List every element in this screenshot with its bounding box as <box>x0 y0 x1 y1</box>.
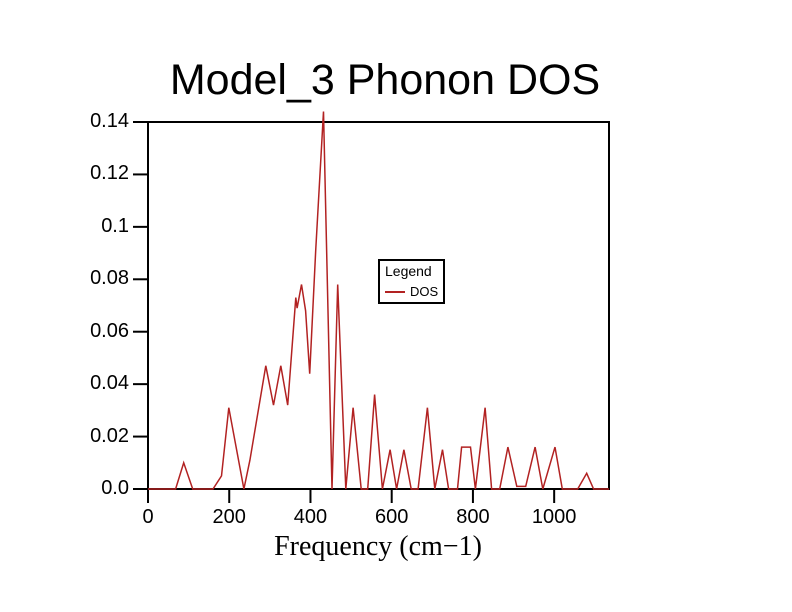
chart-title: Model_3 Phonon DOS <box>169 56 601 104</box>
legend-line-sample-icon <box>385 290 405 293</box>
y-tick-label: 0.08 <box>90 267 129 290</box>
x-tick-label: 200 <box>212 506 246 528</box>
y-tick-label: 0.12 <box>90 162 129 185</box>
y-tick-label: 0.02 <box>90 424 129 447</box>
y-tick-label: 0.14 <box>90 110 129 132</box>
plot-frame <box>147 121 610 490</box>
x-tick-label: 400 <box>293 506 328 528</box>
legend-row: DOS <box>385 284 443 299</box>
dos-curve <box>148 111 609 490</box>
y-tick-label: 0.1 <box>101 214 129 237</box>
y-tick-label: 0.0 <box>101 477 129 499</box>
legend-entry-label: DOS <box>410 284 439 299</box>
x-tick-label: 600 <box>375 506 409 528</box>
legend-box: Legend DOS <box>378 259 445 304</box>
y-tick-label: 0.06 <box>90 319 129 342</box>
x-tick-label: 0 <box>142 506 154 528</box>
legend-title: Legend <box>385 263 432 279</box>
x-tick-label: 1000 <box>531 506 577 528</box>
x-axis-title: Frequency (cm−1) <box>274 531 482 562</box>
x-tick-label: 800 <box>456 506 490 528</box>
y-tick-label: 0.04 <box>90 372 129 395</box>
